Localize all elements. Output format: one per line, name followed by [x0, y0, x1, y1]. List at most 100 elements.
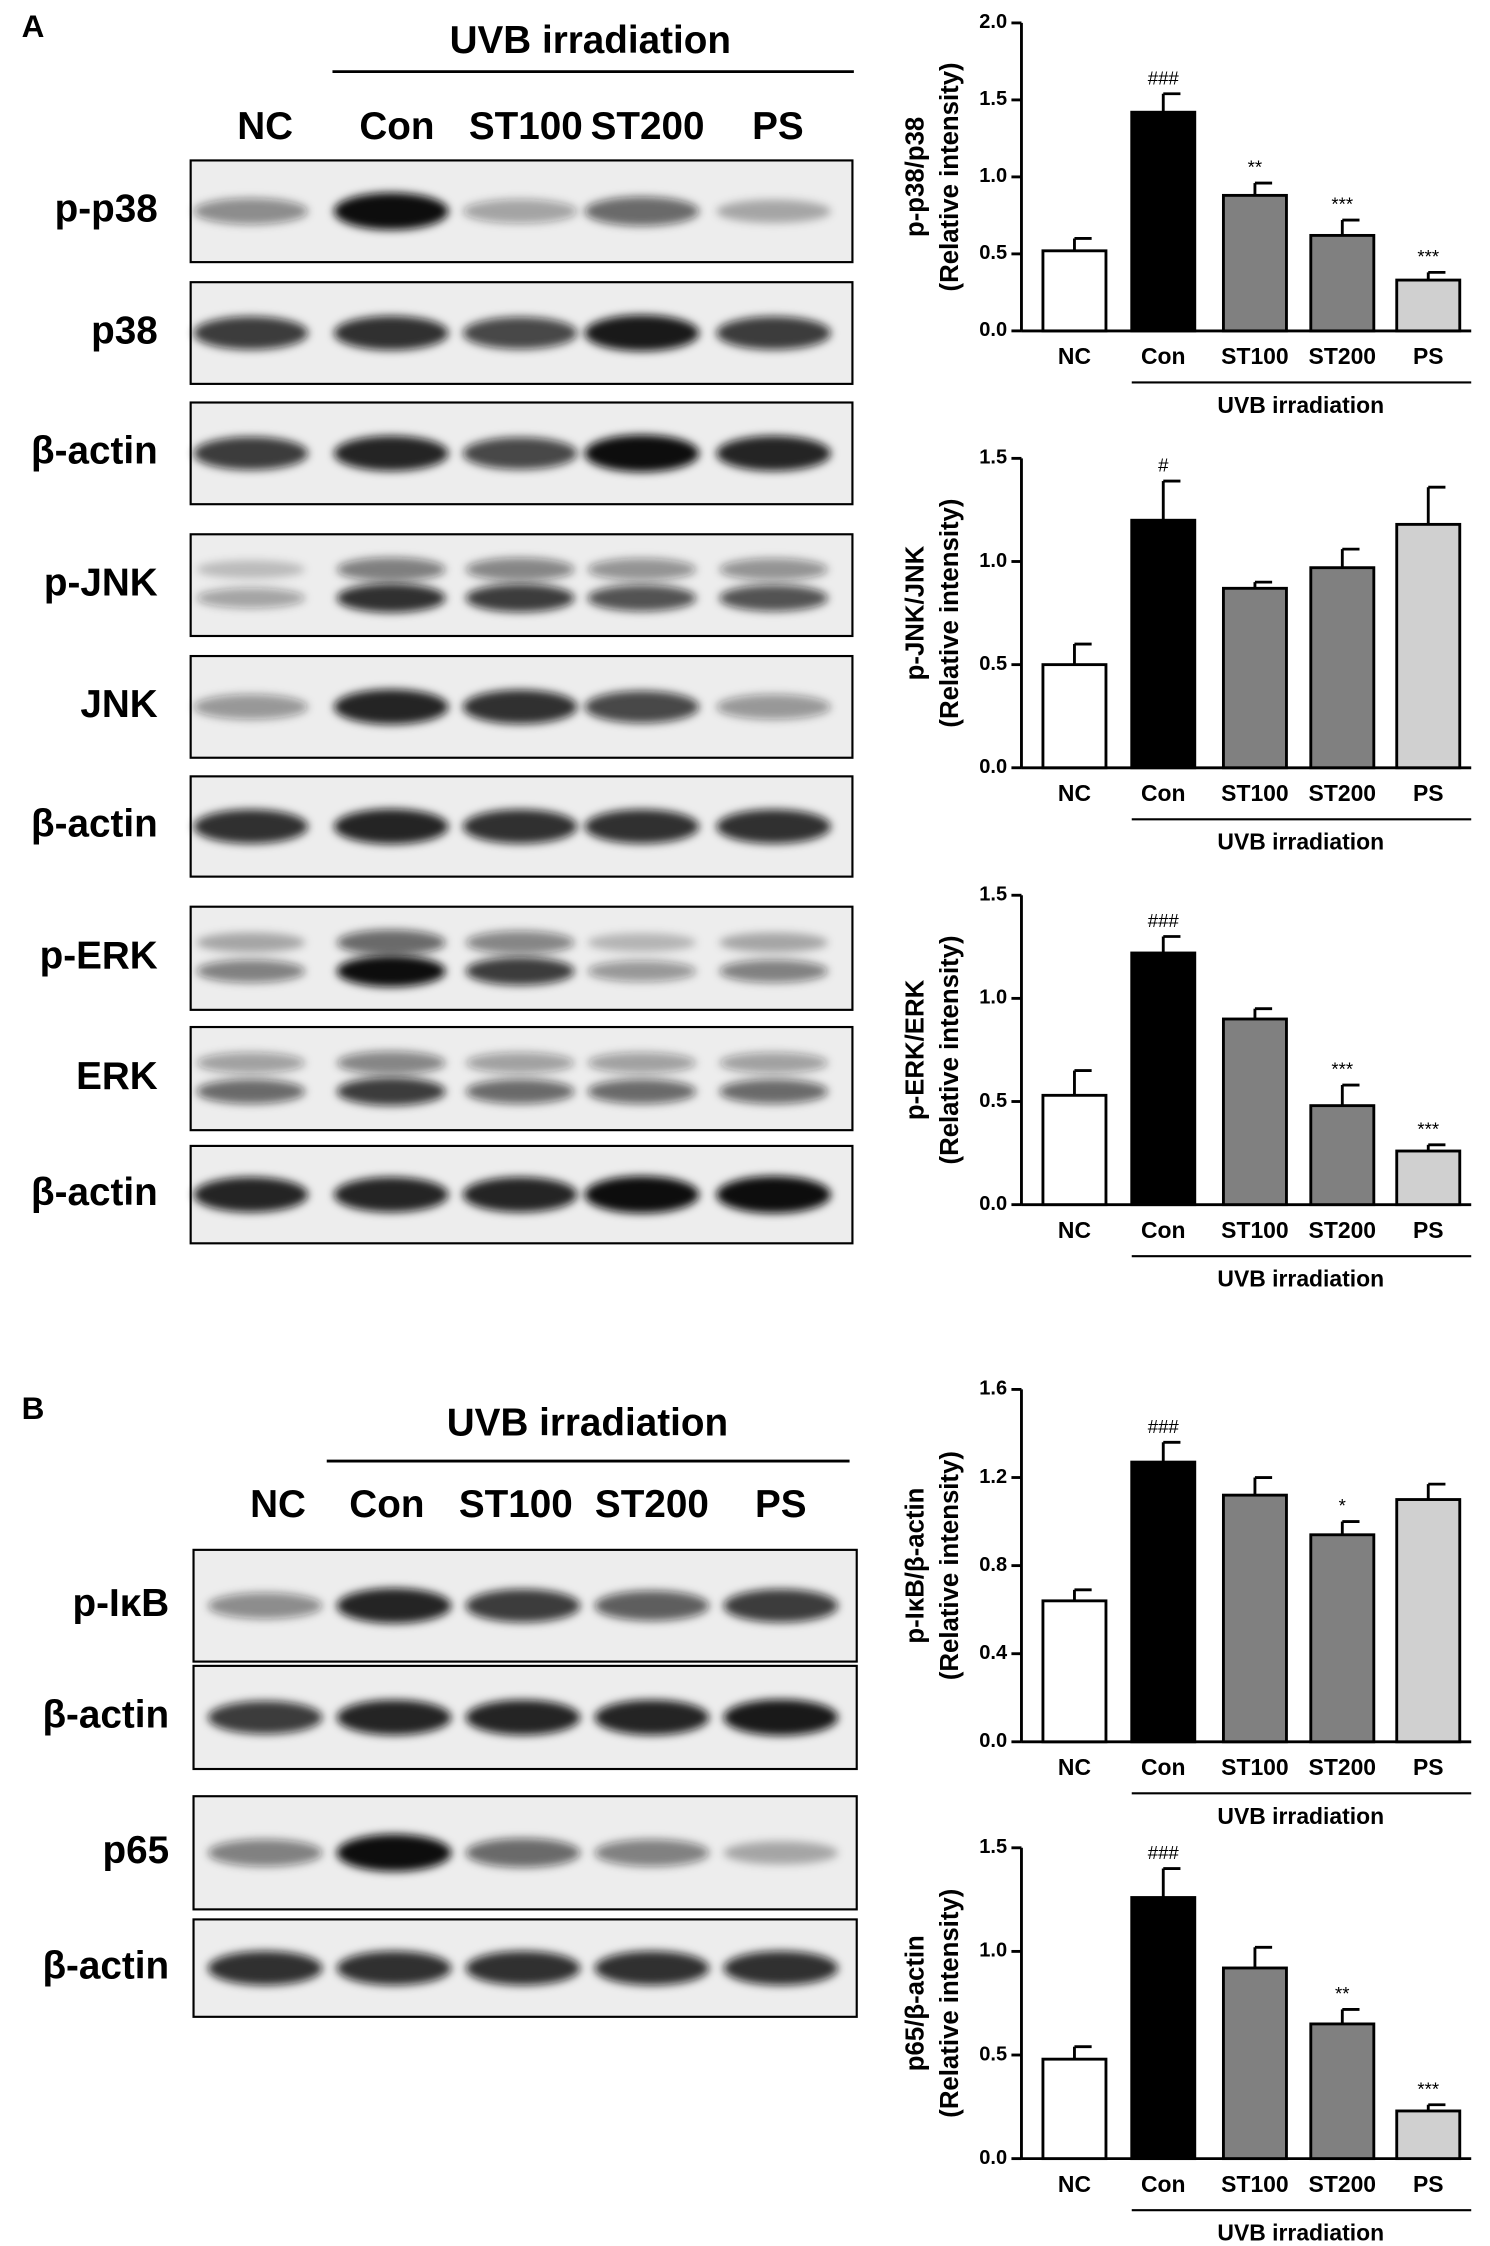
band	[716, 316, 831, 350]
band	[719, 959, 829, 983]
y-tick-label: 1.6	[979, 1378, 1007, 1400]
blot-label: p-IκB	[72, 1582, 169, 1625]
band	[207, 1700, 323, 1735]
band	[336, 1051, 446, 1075]
band	[716, 1175, 831, 1214]
bar	[1130, 1896, 1197, 2161]
band	[584, 690, 700, 724]
y-tick-label: 0.0	[979, 2147, 1007, 2169]
band	[193, 198, 309, 225]
y-axis-label: p-p38/p38	[902, 117, 930, 237]
x-tick-label: Con	[1141, 1754, 1186, 1780]
group-label: UVB irradiation	[1217, 2220, 1384, 2246]
band	[193, 1177, 309, 1213]
significance-label: **	[1248, 157, 1262, 178]
x-tick-label: Con	[1141, 1217, 1186, 1243]
bar	[1130, 1460, 1197, 1744]
band	[196, 959, 306, 983]
band	[465, 557, 575, 582]
band	[587, 584, 697, 612]
band	[594, 1839, 710, 1867]
x-tick-label: PS	[1413, 2171, 1444, 2197]
band	[193, 694, 309, 720]
blot-label: β-actin	[31, 1171, 158, 1214]
band	[584, 434, 700, 472]
y-axis-label: (Relative intensity)	[936, 62, 964, 291]
x-tick-label: ST100	[1221, 1217, 1289, 1243]
y-tick-label: 0.0	[979, 1193, 1007, 1215]
band	[716, 809, 831, 844]
band	[207, 1592, 323, 1619]
band	[465, 1699, 581, 1736]
band	[336, 557, 446, 582]
y-axis-label: p-ERK/ERK	[902, 979, 930, 1120]
significance-label: ###	[1148, 1842, 1180, 1863]
y-tick-label: 0.5	[979, 653, 1007, 675]
significance-label: ###	[1148, 1416, 1180, 1437]
band	[462, 1177, 578, 1213]
band	[193, 809, 309, 844]
x-tick-label: NC	[1058, 1754, 1091, 1780]
bar	[1309, 2022, 1376, 2161]
band	[333, 1177, 449, 1213]
group-label: UVB irradiation	[1217, 1266, 1384, 1292]
band	[336, 1834, 452, 1872]
band	[193, 316, 309, 350]
band	[465, 1838, 581, 1868]
blot	[189, 1025, 854, 1132]
band	[587, 1079, 697, 1104]
group-label: UVB irradiation	[447, 1401, 728, 1444]
y-tick-label: 0.5	[979, 2043, 1007, 2065]
y-axis-label: p-JNK/JNK	[902, 545, 930, 680]
bar	[1130, 518, 1197, 770]
x-tick-label: Con	[1141, 2171, 1186, 2197]
y-tick-label: 1.2	[979, 1466, 1007, 1488]
bar	[1309, 1533, 1376, 1744]
band	[719, 558, 829, 581]
x-tick-label: ST200	[1309, 343, 1377, 369]
significance-label: ###	[1148, 910, 1180, 931]
band	[196, 1079, 306, 1104]
band	[462, 437, 578, 470]
band	[336, 1077, 446, 1106]
significance-label: ***	[1417, 1118, 1439, 1139]
band	[336, 1950, 452, 1986]
band	[719, 1079, 829, 1104]
x-tick-label: Con	[1141, 780, 1186, 806]
x-tick-label: PS	[1413, 780, 1444, 806]
band	[465, 1950, 581, 1986]
bar	[1041, 1599, 1108, 1744]
significance-label: ###	[1148, 67, 1180, 88]
band	[594, 1699, 710, 1736]
y-axis-label: (Relative intensity)	[936, 1889, 964, 2118]
y-tick-label: 1.0	[979, 987, 1007, 1009]
lane-label: Con	[349, 1483, 424, 1526]
band	[333, 808, 449, 845]
group-label: UVB irradiation	[1217, 829, 1384, 855]
bar	[1395, 1149, 1462, 1207]
bar	[1221, 1966, 1288, 2161]
band	[584, 314, 700, 352]
blot-label: ERK	[76, 1055, 158, 1098]
band	[719, 584, 829, 612]
band	[716, 435, 831, 471]
blot-label: p38	[91, 309, 158, 352]
lane-label: ST100	[459, 1483, 573, 1526]
band	[716, 199, 831, 223]
band	[196, 1052, 306, 1074]
x-tick-label: ST200	[1309, 780, 1377, 806]
bar	[1130, 951, 1197, 1207]
blot-label: JNK	[80, 683, 157, 726]
bar	[1130, 110, 1197, 333]
y-tick-label: 1.0	[979, 550, 1007, 572]
band	[333, 435, 449, 471]
significance-label: **	[1335, 1983, 1349, 2004]
band	[336, 1699, 452, 1736]
y-axis-label: (Relative intensity)	[936, 935, 964, 1164]
bar	[1309, 233, 1376, 333]
x-tick-label: PS	[1413, 1754, 1444, 1780]
band	[594, 1950, 710, 1986]
bar	[1041, 663, 1108, 770]
lane-label: PS	[755, 1483, 807, 1526]
x-tick-label: ST100	[1221, 780, 1289, 806]
